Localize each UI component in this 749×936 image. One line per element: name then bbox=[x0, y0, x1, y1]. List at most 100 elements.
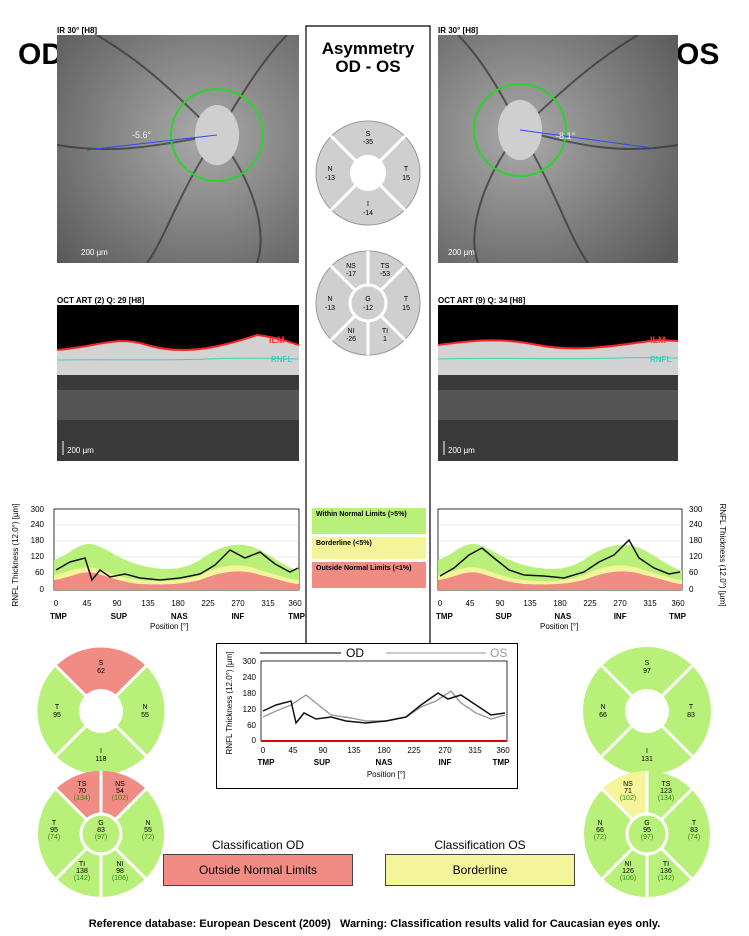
od-s-ti: 138 bbox=[76, 868, 88, 875]
svg-text:(97): (97) bbox=[95, 834, 107, 841]
svg-text:(134): (134) bbox=[74, 795, 90, 802]
asymmetry-title-line2: OD - OS bbox=[335, 57, 401, 76]
svg-text:300: 300 bbox=[689, 505, 703, 514]
svg-text:0: 0 bbox=[261, 746, 266, 755]
os-rnfl-xcats: TMP SUP NAS INF TMP bbox=[436, 612, 686, 621]
os-s-ts: 123 bbox=[660, 788, 672, 795]
os-ir-image: -8.1° 200 µm bbox=[438, 35, 678, 263]
svg-text:TI: TI bbox=[79, 861, 85, 868]
svg-text:90: 90 bbox=[319, 746, 328, 755]
svg-text:S: S bbox=[99, 660, 104, 667]
svg-text:270: 270 bbox=[438, 746, 452, 755]
svg-text:N: N bbox=[145, 820, 150, 827]
classification-od-value: Outside Normal Limits bbox=[163, 854, 353, 886]
svg-text:360: 360 bbox=[496, 746, 510, 755]
compare-ylabel: RNFL Thickness (12.0°) [µm] bbox=[225, 652, 234, 755]
svg-text:TI: TI bbox=[663, 861, 669, 868]
svg-text:(102): (102) bbox=[620, 795, 636, 802]
svg-text:0: 0 bbox=[54, 599, 59, 608]
compare-os-label: OS bbox=[490, 646, 507, 660]
svg-text:180: 180 bbox=[171, 599, 185, 608]
svg-text:NS: NS bbox=[115, 781, 125, 788]
svg-text:(142): (142) bbox=[74, 875, 90, 882]
svg-text:TMP: TMP bbox=[258, 758, 276, 767]
svg-text:120: 120 bbox=[689, 552, 703, 561]
svg-text:TI: TI bbox=[382, 328, 388, 335]
svg-text:INF: INF bbox=[439, 758, 452, 767]
od-ir-scale: 200 µm bbox=[81, 248, 108, 257]
svg-text:S: S bbox=[366, 131, 371, 138]
svg-text:T: T bbox=[689, 704, 694, 711]
svg-text:270: 270 bbox=[231, 599, 245, 608]
svg-text:0: 0 bbox=[438, 599, 443, 608]
od-ir-header: IR 30° [H8] bbox=[57, 26, 98, 35]
asymmetry-title: Asymmetry OD - OS bbox=[306, 40, 430, 76]
svg-text:135: 135 bbox=[141, 599, 155, 608]
asym-q-i: -14 bbox=[363, 210, 373, 217]
svg-text:TS: TS bbox=[78, 781, 87, 788]
svg-text:NI: NI bbox=[625, 861, 632, 868]
od-oct-scale: 200 µm bbox=[67, 446, 94, 455]
asym-s-t: 15 bbox=[402, 305, 410, 312]
svg-text:300: 300 bbox=[31, 505, 45, 514]
svg-text:(102): (102) bbox=[112, 795, 128, 802]
os-oct-image: ILM RNFL 200 µm bbox=[438, 305, 678, 461]
compare-chart: OD OS RNFL Thickness (12.0°) [µm] 300 24… bbox=[225, 646, 510, 779]
od-rnfl-ylabel: RNFL Thickness (12.0°) [µm] bbox=[11, 504, 20, 607]
os-rnfl-xlabel: Position [°] bbox=[540, 622, 579, 631]
svg-text:(106): (106) bbox=[112, 875, 128, 882]
asym-q-n: -13 bbox=[325, 175, 335, 182]
svg-text:N: N bbox=[600, 704, 605, 711]
svg-text:60: 60 bbox=[689, 568, 698, 577]
asymmetry-quadrant-chart: S-35 N -13 T 15 I -14 bbox=[315, 120, 421, 226]
svg-text:315: 315 bbox=[261, 599, 275, 608]
svg-text:225: 225 bbox=[201, 599, 215, 608]
od-oct-ilm: ILM bbox=[269, 335, 285, 345]
svg-text:I: I bbox=[646, 748, 648, 755]
os-eye-label: OS bbox=[676, 38, 720, 71]
od-q-t: 95 bbox=[53, 712, 61, 719]
svg-text:180: 180 bbox=[243, 689, 257, 698]
asym-q-t: 15 bbox=[402, 175, 410, 182]
legend-outside: Outside Normal Limits (<1%) bbox=[312, 562, 426, 588]
svg-text:120: 120 bbox=[31, 552, 45, 561]
od-rnfl-xcats: TMP SUP NAS INF TMP bbox=[50, 612, 305, 621]
svg-text:225: 225 bbox=[407, 746, 421, 755]
asym-s-ts: -53 bbox=[380, 271, 390, 278]
svg-text:G: G bbox=[365, 296, 370, 303]
svg-text:270: 270 bbox=[613, 599, 627, 608]
svg-text:NI: NI bbox=[348, 328, 355, 335]
compare-panel bbox=[216, 643, 518, 789]
svg-text:315: 315 bbox=[643, 599, 657, 608]
od-rnfl-xlabel: Position [°] bbox=[150, 622, 189, 631]
os-oct-ilm: ILM bbox=[650, 335, 666, 345]
asymmetry-title-line1: Asymmetry bbox=[321, 39, 415, 58]
svg-text:NI: NI bbox=[117, 861, 124, 868]
asym-s-ns: -17 bbox=[346, 271, 356, 278]
os-rnfl-ylabel: RNFL Thickness (12.0°) [µm] bbox=[718, 504, 727, 607]
svg-text:(72): (72) bbox=[594, 834, 606, 841]
os-q-i: 131 bbox=[641, 756, 653, 763]
os-s-ti: 136 bbox=[660, 868, 672, 875]
svg-text:(142): (142) bbox=[658, 875, 674, 882]
svg-text:I: I bbox=[100, 748, 102, 755]
svg-text:NS: NS bbox=[346, 263, 356, 270]
os-ir-angle: -8.1° bbox=[556, 131, 576, 141]
svg-text:360: 360 bbox=[288, 599, 302, 608]
svg-text:(72): (72) bbox=[142, 834, 154, 841]
od-oct-rnfl: RNFL bbox=[271, 355, 292, 364]
compare-od-label: OD bbox=[346, 646, 364, 660]
svg-text:N: N bbox=[597, 820, 602, 827]
od-ir-angle: -5.6° bbox=[132, 130, 152, 140]
os-ir-scale: 200 µm bbox=[448, 248, 475, 257]
od-s-ni: 98 bbox=[116, 868, 124, 875]
od-s-g: 83 bbox=[97, 827, 105, 834]
svg-text:135: 135 bbox=[523, 599, 537, 608]
asym-s-ni: -26 bbox=[346, 336, 356, 343]
svg-text:90: 90 bbox=[113, 599, 122, 608]
classification-os-label: Classification OS bbox=[434, 838, 526, 852]
svg-text:N: N bbox=[142, 704, 147, 711]
svg-text:240: 240 bbox=[31, 520, 45, 529]
